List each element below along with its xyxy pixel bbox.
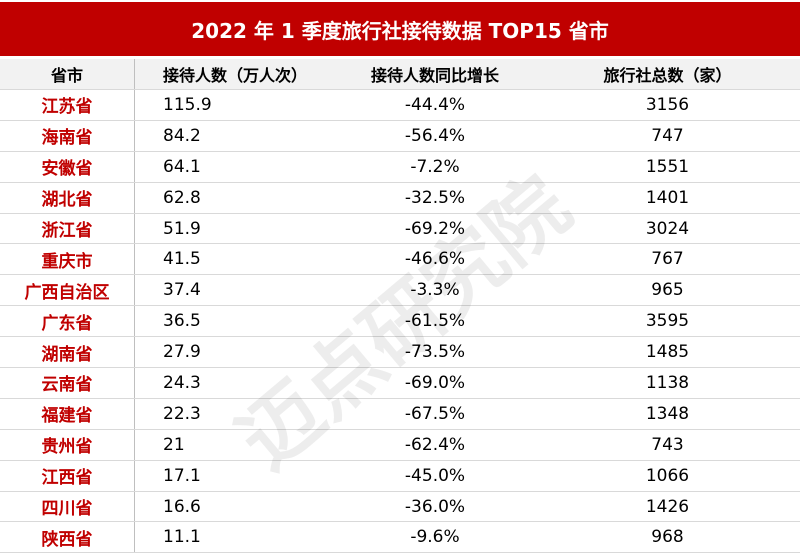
table-cell: -7.2% xyxy=(410,156,460,177)
table-cell: 福建省 xyxy=(0,398,135,429)
table-cell: 海南省 xyxy=(0,120,135,151)
table-cell: 浙江省 xyxy=(0,213,135,244)
table-row: 安徽省 64.1 -7.2% 1551 xyxy=(0,151,800,183)
table-cell: 1426 xyxy=(645,496,690,517)
table-cell: 16.6 xyxy=(163,496,201,517)
table-cell: 江苏省 xyxy=(0,90,135,120)
table-cell: -9.6% xyxy=(410,527,460,548)
table-cell: 747 xyxy=(651,125,684,146)
table-cell: 115.9 xyxy=(163,94,212,115)
table-row: 湖南省 27.9 -73.5% 1485 xyxy=(0,337,800,369)
table-cell: -61.5% xyxy=(404,311,466,332)
table-cell: 广东省 xyxy=(0,306,135,337)
table-cell: 41.5 xyxy=(163,249,201,270)
table-cell: 广西自治区 xyxy=(0,275,135,306)
table-cell: -67.5% xyxy=(404,403,466,424)
table-cell: 17.1 xyxy=(163,465,201,486)
column-header: 接待人数（万人次） xyxy=(163,66,308,85)
table-row: 湖北省 62.8 -32.5% 1401 xyxy=(0,182,800,214)
table-cell: 云南省 xyxy=(0,368,135,398)
table-cell: -56.4% xyxy=(404,125,466,146)
table-cell: 62.8 xyxy=(163,187,201,208)
table-row: 陕西省 11.1 -9.6% 968 xyxy=(0,522,800,554)
table-cell: -36.0% xyxy=(404,496,466,517)
table-cell: 1485 xyxy=(645,342,690,363)
table-cell: 陕西省 xyxy=(0,522,135,553)
table-row: 四川省 16.6 -36.0% 1426 xyxy=(0,491,800,523)
table-cell: 27.9 xyxy=(163,342,201,363)
table-cell: 36.5 xyxy=(163,311,201,332)
table-cell: -69.0% xyxy=(404,372,466,393)
table-row: 福建省 22.3 -67.5% 1348 xyxy=(0,398,800,430)
table-cell: 重庆市 xyxy=(0,244,135,275)
table-cell: 3156 xyxy=(645,94,690,115)
table-cell: 1551 xyxy=(645,156,690,177)
table-cell: -46.6% xyxy=(404,249,466,270)
table-row: 浙江省 51.9 -69.2% 3024 xyxy=(0,213,800,245)
table-cell: 湖南省 xyxy=(0,337,135,368)
table-cell: 1066 xyxy=(645,465,690,486)
column-header: 旅行社总数（家） xyxy=(603,66,732,85)
table-row: 江西省 17.1 -45.0% 1066 xyxy=(0,460,800,492)
table-cell: 743 xyxy=(651,434,684,455)
table-cell: 3024 xyxy=(645,218,690,239)
table-cell: -62.4% xyxy=(404,434,466,455)
table-row: 江苏省 115.9 -44.4% 3156 xyxy=(0,90,800,121)
table-row: 云南省 24.3 -69.0% 1138 xyxy=(0,368,800,399)
table-cell: 江西省 xyxy=(0,460,135,491)
table-cell: 64.1 xyxy=(163,156,201,177)
header-row: 省市 接待人数（万人次） 接待人数同比增长 旅行社总数（家） xyxy=(0,59,800,90)
table: 省市 接待人数（万人次） 接待人数同比增长 旅行社总数（家） 江苏省 115.9 -44.4… xyxy=(0,59,800,554)
table-cell: 3595 xyxy=(645,311,690,332)
table-cell: -32.5% xyxy=(404,187,466,208)
table-cell: -45.0% xyxy=(404,465,466,486)
table-cell: 四川省 xyxy=(0,491,135,522)
table-row: 海南省 84.2 -56.4% 747 xyxy=(0,120,800,152)
table-cell: -69.2% xyxy=(404,218,466,239)
table-cell: 22.3 xyxy=(163,403,201,424)
table-cell: 湖北省 xyxy=(0,182,135,213)
table-cell: -3.3% xyxy=(410,280,460,301)
table-cell: 767 xyxy=(651,249,684,270)
table-cell: 1401 xyxy=(645,187,690,208)
table-cell: 1348 xyxy=(645,403,690,424)
table-cell: 84.2 xyxy=(163,125,201,146)
table-title: 2022 年 1 季度旅行社接待数据 TOP15 省市 xyxy=(0,2,800,56)
table-cell: 贵州省 xyxy=(0,429,135,460)
table-cell: -44.4% xyxy=(404,94,466,115)
table-cell: 37.4 xyxy=(163,280,201,301)
table-cell: -73.5% xyxy=(404,342,466,363)
table-cell: 24.3 xyxy=(163,372,201,393)
table-cell: 21 xyxy=(163,434,185,455)
table-cell: 安徽省 xyxy=(0,151,135,182)
table-row: 广东省 36.5 -61.5% 3595 xyxy=(0,306,800,338)
table-row: 重庆市 41.5 -46.6% 767 xyxy=(0,244,800,276)
column-header: 省市 xyxy=(0,59,135,89)
table-row: 贵州省 21 -62.4% 743 xyxy=(0,429,800,461)
table-cell: 968 xyxy=(651,527,684,548)
table-cell: 11.1 xyxy=(163,527,201,548)
table-row: 广西自治区 37.4 -3.3% 965 xyxy=(0,275,800,307)
table-cell: 965 xyxy=(651,280,684,301)
table-cell: 51.9 xyxy=(163,218,201,239)
column-header: 接待人数同比增长 xyxy=(370,66,499,85)
table-cell: 1138 xyxy=(645,372,690,393)
